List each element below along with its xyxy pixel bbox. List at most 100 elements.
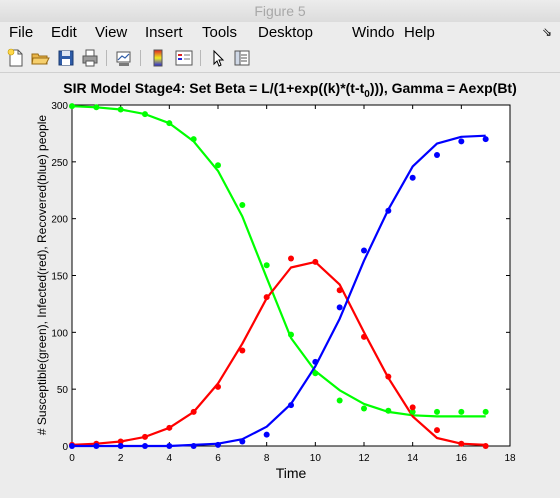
susceptible-point: [263, 262, 270, 269]
recovered-point: [117, 443, 124, 449]
susceptible-point: [190, 136, 197, 143]
y-tick-label: 300: [51, 101, 68, 112]
x-tick-label: 10: [310, 453, 322, 464]
legend-icon[interactable]: [174, 48, 194, 68]
susceptible-point: [239, 202, 246, 209]
recovered-point: [166, 443, 173, 449]
infected-point: [142, 433, 148, 440]
menu-help[interactable]: Help: [404, 24, 435, 41]
chart-title-main: SIR Model Stage4: Set Beta = L/(1+exp((k…: [63, 80, 364, 96]
susceptible-point: [482, 408, 489, 415]
x-tick-label: 6: [215, 453, 221, 464]
susceptible-point: [409, 408, 416, 415]
link-plot-icon[interactable]: [114, 48, 134, 68]
toolbar-separator: [140, 50, 141, 66]
recovered-point: [190, 443, 197, 449]
menu-file[interactable]: File: [9, 24, 34, 41]
pointer-icon[interactable]: [208, 48, 228, 68]
toolbar-separator: [106, 50, 107, 66]
susceptible-point: [69, 103, 75, 110]
infected-line: [71, 260, 486, 446]
chart-title: SIR Model Stage4: Set Beta = L/(1+exp((k…: [63, 80, 517, 100]
susceptible-point: [361, 405, 367, 412]
infected-point: [458, 440, 465, 447]
y-tick-label: 50: [57, 385, 69, 396]
susceptible-point: [312, 370, 319, 377]
infected-point: [288, 255, 294, 262]
menu-bar: File Edit View Insert Tools Desktop Wind…: [0, 22, 560, 44]
susceptible-point: [93, 104, 100, 111]
susceptible-point: [117, 106, 124, 113]
infected-point: [190, 408, 197, 415]
window-title: Figure 5: [254, 3, 306, 19]
series-points: [69, 103, 489, 449]
print-icon[interactable]: [80, 48, 100, 68]
recovered-point: [142, 443, 148, 449]
infected-point: [336, 287, 343, 294]
susceptible-point: [142, 111, 148, 118]
infected-point: [312, 258, 319, 265]
colorbar-icon[interactable]: [148, 48, 168, 68]
recovered-point: [239, 438, 246, 445]
recovered-point: [215, 441, 221, 448]
susceptible-point: [166, 120, 173, 127]
menu-insert[interactable]: Insert: [145, 24, 183, 41]
infected-point: [361, 333, 367, 340]
x-tick-label: 8: [264, 453, 270, 464]
recovered-line: [72, 134, 486, 448]
toolbar: [0, 44, 560, 73]
y-tick-label: 0: [62, 442, 68, 453]
x-tick-label: 18: [504, 453, 516, 464]
susceptible-point: [434, 408, 440, 415]
infected-point: [117, 438, 124, 445]
y-tick-label: 250: [51, 158, 68, 169]
x-tick-label: 2: [118, 453, 124, 464]
sir-plot: SIR Model Stage4: Set Beta = L/(1+exp((k…: [35, 80, 517, 481]
recovered-point: [361, 247, 367, 254]
figure-canvas: SIR Model Stage4: Set Beta = L/(1+exp((k…: [0, 73, 560, 493]
recovered-point: [385, 207, 392, 214]
infected-point: [409, 404, 416, 411]
recovered-point: [434, 152, 440, 159]
property-editor-icon[interactable]: [232, 48, 252, 68]
menu-tools[interactable]: Tools: [202, 24, 238, 41]
menu-edit[interactable]: Edit: [51, 24, 77, 41]
x-tick-label: 0: [69, 453, 75, 464]
recovered-point: [69, 443, 75, 449]
y-tick-label: 150: [51, 272, 68, 283]
susceptible-point: [336, 397, 343, 404]
infected-point: [482, 443, 489, 449]
x-tick-label: 14: [407, 453, 419, 464]
susceptible-point: [288, 331, 294, 338]
recovered-point: [482, 136, 489, 143]
infected-point: [239, 347, 246, 354]
recovered-point: [312, 358, 319, 365]
open-file-icon[interactable]: [30, 48, 50, 68]
x-tick-label: 12: [358, 453, 370, 464]
recovered-point: [263, 431, 270, 438]
menu-window[interactable]: Windo: [352, 24, 395, 41]
y-axis-label: # Susceptible(green), Infected(red), Rec…: [35, 115, 49, 436]
menu-view[interactable]: View: [95, 24, 128, 41]
new-figure-icon[interactable]: [6, 48, 26, 68]
susceptible-point: [458, 408, 465, 415]
plot-area: [71, 104, 511, 447]
chart-title-tail: ))), Gamma = Aexp(Bt): [370, 80, 517, 96]
y-tick-label: 200: [51, 215, 68, 226]
susceptible-point: [215, 162, 221, 169]
infected-point: [434, 427, 440, 434]
recovered-point: [458, 138, 465, 145]
recovered-point: [336, 304, 343, 311]
save-icon[interactable]: [56, 48, 76, 68]
menu-desktop[interactable]: Desktop: [258, 24, 314, 41]
x-axis-label: Time: [276, 465, 307, 481]
double-arrow-icon[interactable]: ⇘: [541, 25, 552, 39]
infected-point: [263, 294, 270, 301]
infected-point: [166, 424, 173, 431]
recovered-point: [93, 443, 100, 449]
chart-title-subscript: 0: [364, 89, 370, 100]
susceptible-point: [385, 407, 392, 414]
recovered-point: [288, 402, 294, 409]
x-tick-label: 16: [456, 453, 468, 464]
window-titlebar: Figure 5: [0, 0, 560, 23]
